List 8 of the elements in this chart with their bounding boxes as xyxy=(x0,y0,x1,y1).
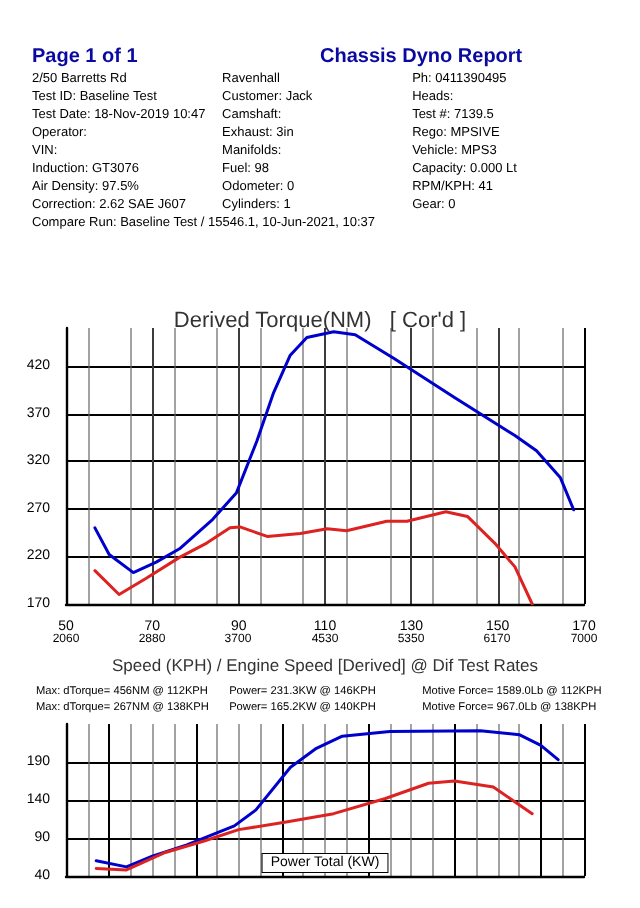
line-series xyxy=(93,510,534,606)
chart-title: Derived Torque(NM) [ Cor'd ] xyxy=(173,309,467,333)
line-series xyxy=(94,779,534,872)
text: Chassis Dyno Report xyxy=(320,44,525,70)
line-series xyxy=(94,729,560,869)
x-axis-title: Speed (KPH) / Engine Speed [Derived] @ Dif Test Rates xyxy=(111,655,539,675)
text: Page 1 of 1 xyxy=(32,44,140,70)
line-series xyxy=(93,330,576,575)
